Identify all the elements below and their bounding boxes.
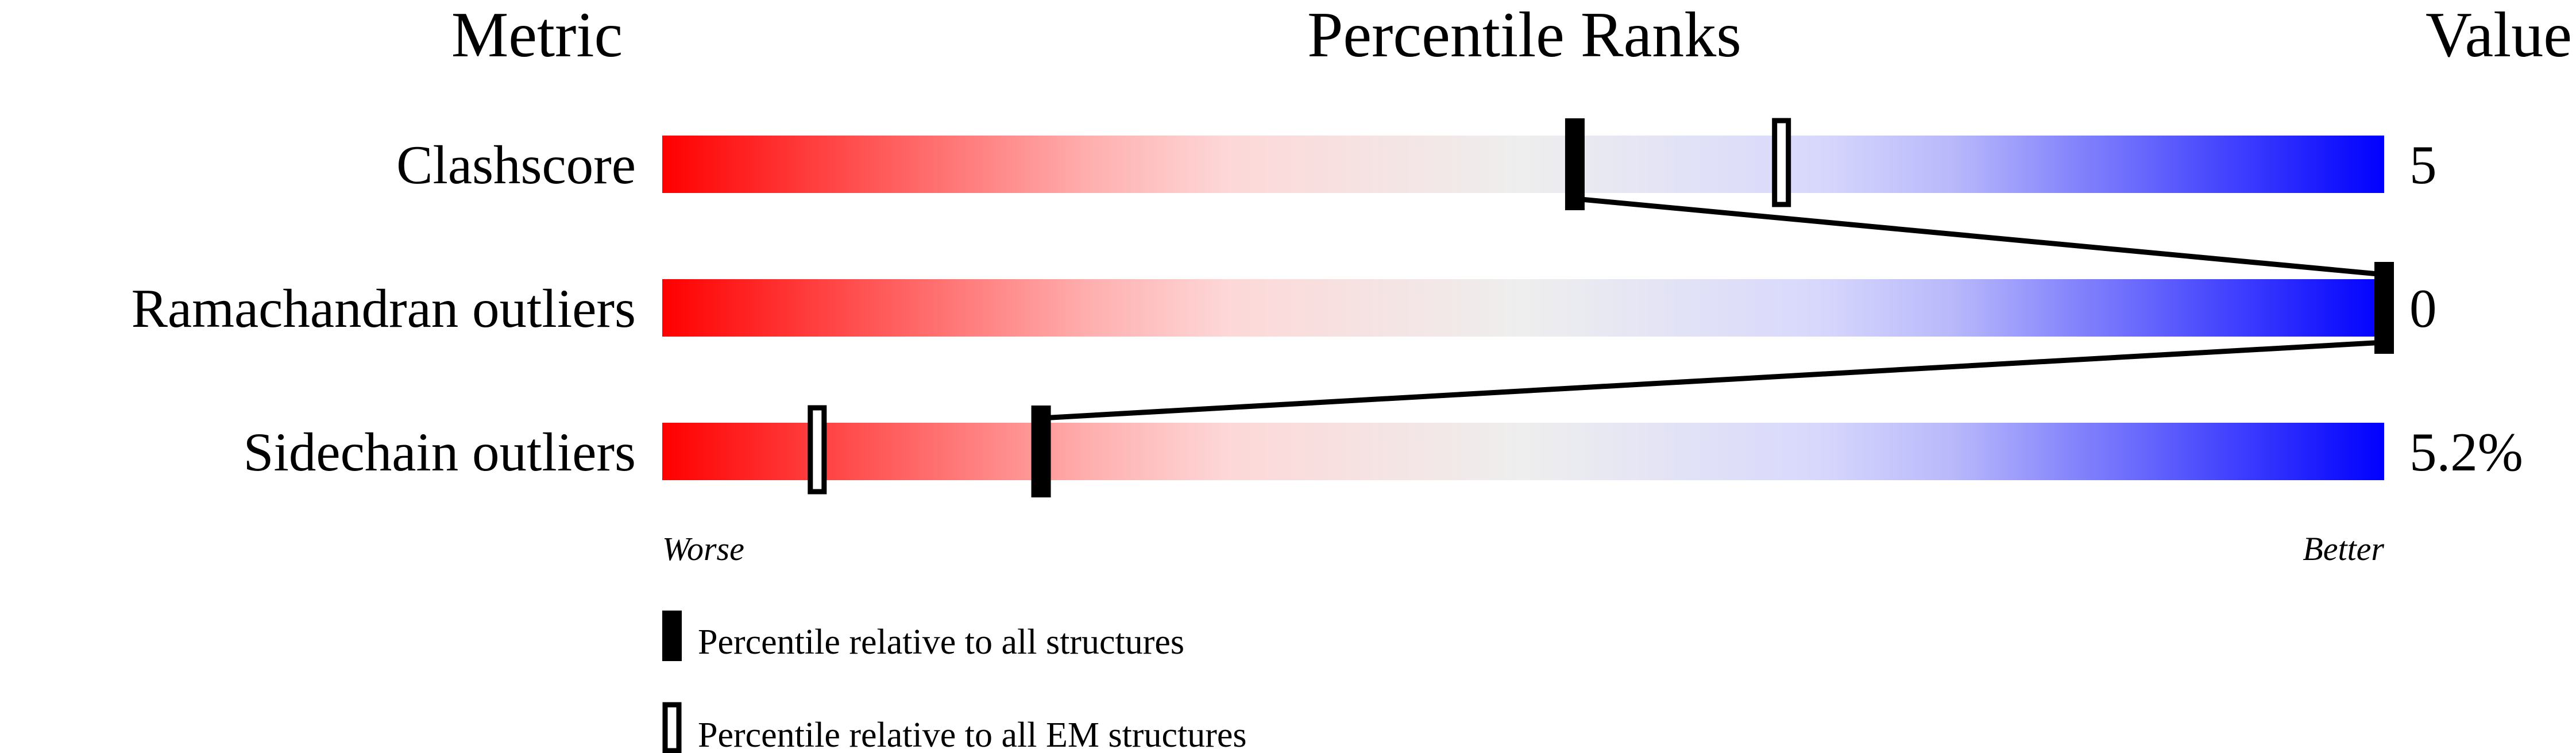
all-percentile-marker: [2374, 262, 2394, 354]
metric-value: 0: [2409, 278, 2437, 339]
percentile-bar: [662, 136, 2384, 193]
legend-label-all: Percentile relative to all structures: [698, 623, 1184, 662]
percentile-bar: [662, 423, 2384, 480]
all-percentile-marker: [1565, 118, 1585, 210]
percentile-bar: [662, 279, 2384, 337]
legend-label-em: Percentile relative to all EM structures: [698, 716, 1247, 753]
legend-hollow-marker: [662, 702, 682, 753]
better-label: Better: [2303, 530, 2384, 567]
metric-label: Clashscore: [396, 134, 636, 195]
em-percentile-marker: [808, 405, 827, 495]
percentile-link-line: [1041, 339, 2385, 421]
worse-label: Worse: [662, 530, 744, 567]
metric-label: Ramachandran outliers: [132, 278, 636, 339]
legend-filled-marker: [662, 611, 682, 661]
metric-value: 5: [2409, 134, 2437, 195]
header-metric: Metric: [451, 0, 623, 71]
all-percentile-marker: [1031, 406, 1051, 497]
em-percentile-marker: [1772, 118, 1791, 207]
header-value: Value: [2426, 0, 2572, 71]
percentile-link-line: [1574, 196, 2385, 277]
metric-label: Sidechain outliers: [244, 422, 636, 482]
header-percentile-ranks: Percentile Ranks: [1307, 0, 1741, 71]
metric-value: 5.2%: [2409, 422, 2523, 482]
